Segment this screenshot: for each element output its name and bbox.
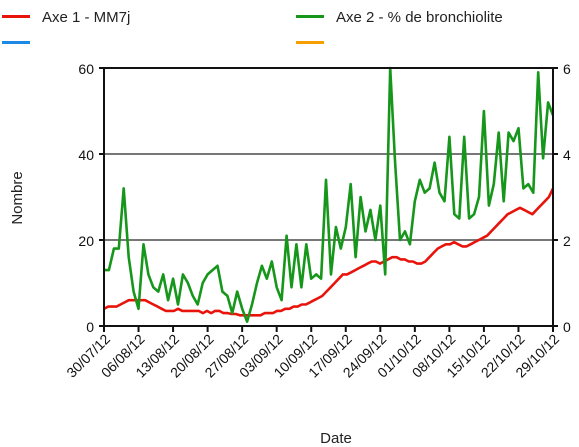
y2-tick-label: 6 <box>563 61 571 77</box>
y-tick-label: 60 <box>78 61 94 77</box>
legend-item-series-4[interactable] <box>296 41 324 44</box>
y-axis-left: 0 20 40 60 <box>78 61 104 335</box>
y2-tick-label: 0 <box>563 319 571 335</box>
y-axis-right: 0 2 4 6 <box>553 61 571 335</box>
legend-label-series-2: Axe 2 - % de bronchiolite <box>336 9 503 26</box>
y-axis-title: Nombre <box>9 171 26 224</box>
legend-item-series-2[interactable]: Axe 2 - % de bronchiolite <box>296 9 503 26</box>
y-tick-label: 40 <box>78 147 94 163</box>
x-axis-title: Date <box>320 430 352 447</box>
legend-swatch-series-2 <box>296 15 324 18</box>
plot-frame <box>103 67 554 327</box>
y2-tick-label: 2 <box>563 233 571 249</box>
legend-swatch-series-4 <box>296 41 324 44</box>
legend: Axe 1 - MM7j Axe 2 - % de bronchiolite <box>2 9 503 44</box>
y2-tick-label: 4 <box>563 147 571 163</box>
y-tick-label: 0 <box>86 319 94 335</box>
legend-item-series-1[interactable]: Axe 1 - MM7j <box>2 9 130 26</box>
legend-item-series-3[interactable] <box>2 41 30 44</box>
series-line-1 <box>103 187 555 317</box>
legend-swatch-series-1 <box>2 15 30 18</box>
series-lines <box>103 66 555 324</box>
legend-label-series-1: Axe 1 - MM7j <box>42 9 130 26</box>
series-line-2 <box>104 66 555 324</box>
y-tick-label: 20 <box>78 233 94 249</box>
legend-swatch-series-3 <box>2 41 30 44</box>
x-axis: 30/07/1206/08/1213/08/1220/08/1227/08/12… <box>63 326 562 381</box>
